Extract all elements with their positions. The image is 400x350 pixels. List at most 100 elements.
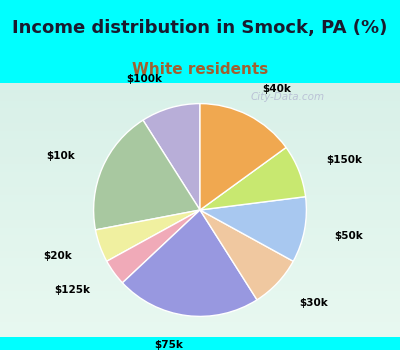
Bar	[0, 88, 400, 90]
Bar	[0, 236, 400, 238]
Bar	[0, 162, 400, 164]
Bar	[0, 248, 400, 251]
Text: $20k: $20k	[43, 251, 72, 261]
Bar	[0, 233, 400, 236]
Bar	[0, 83, 400, 85]
Bar	[0, 180, 400, 182]
Bar	[0, 128, 400, 131]
Bar	[0, 152, 400, 154]
Bar	[0, 144, 400, 146]
Text: $150k: $150k	[327, 155, 363, 165]
Bar	[0, 98, 400, 100]
Bar	[0, 167, 400, 169]
Wedge shape	[200, 104, 286, 210]
Bar	[0, 184, 400, 187]
Bar	[0, 169, 400, 172]
Bar	[0, 136, 400, 139]
Text: Income distribution in Smock, PA (%): Income distribution in Smock, PA (%)	[12, 19, 388, 37]
Wedge shape	[96, 210, 200, 261]
Bar	[0, 230, 400, 233]
Text: $10k: $10k	[46, 151, 75, 161]
Bar	[0, 210, 400, 212]
Bar	[0, 330, 400, 332]
Bar	[0, 327, 400, 330]
Bar	[0, 190, 400, 192]
Bar	[0, 195, 400, 197]
Bar	[0, 274, 400, 276]
Bar	[0, 202, 400, 205]
Bar	[0, 261, 400, 264]
Bar	[0, 182, 400, 184]
Bar	[0, 256, 400, 258]
Wedge shape	[200, 210, 293, 300]
Bar	[0, 200, 400, 202]
Bar	[0, 281, 400, 284]
Bar	[0, 314, 400, 317]
Bar	[0, 159, 400, 162]
Bar	[0, 240, 400, 243]
Bar	[0, 139, 400, 141]
Bar	[0, 335, 400, 337]
Bar	[0, 225, 400, 228]
Bar	[0, 177, 400, 180]
Bar	[0, 215, 400, 218]
Wedge shape	[122, 210, 257, 316]
Bar	[0, 164, 400, 167]
Bar	[0, 212, 400, 215]
Bar	[0, 243, 400, 246]
Text: White residents: White residents	[132, 62, 268, 77]
Bar	[0, 106, 400, 108]
Bar	[0, 208, 400, 210]
Bar	[0, 218, 400, 220]
Bar	[0, 220, 400, 223]
Bar	[0, 284, 400, 286]
Bar	[0, 268, 400, 271]
Bar	[0, 279, 400, 281]
Wedge shape	[200, 197, 306, 261]
Wedge shape	[94, 120, 200, 230]
Bar	[0, 100, 400, 103]
Bar	[0, 93, 400, 96]
Wedge shape	[200, 147, 306, 210]
Bar	[0, 134, 400, 136]
Bar	[0, 332, 400, 335]
Bar	[0, 258, 400, 261]
Bar	[0, 223, 400, 225]
Bar	[0, 111, 400, 113]
Bar	[0, 271, 400, 274]
Bar	[0, 197, 400, 200]
Bar	[0, 205, 400, 208]
Bar	[0, 246, 400, 248]
Bar	[0, 228, 400, 230]
Text: $40k: $40k	[262, 84, 291, 94]
Bar	[0, 320, 400, 322]
Text: $75k: $75k	[154, 340, 183, 350]
Bar	[0, 103, 400, 106]
Bar	[0, 266, 400, 268]
Text: $50k: $50k	[334, 231, 362, 240]
Bar	[0, 116, 400, 118]
Bar	[0, 289, 400, 292]
Bar	[0, 304, 400, 307]
Bar	[0, 296, 400, 299]
Bar	[0, 113, 400, 116]
Text: $100k: $100k	[126, 74, 162, 84]
Bar	[0, 317, 400, 320]
Bar	[0, 294, 400, 296]
Bar	[0, 264, 400, 266]
Bar	[0, 238, 400, 240]
Bar	[0, 251, 400, 253]
Bar	[0, 174, 400, 177]
Bar	[0, 292, 400, 294]
Wedge shape	[143, 104, 200, 210]
Bar	[0, 96, 400, 98]
Wedge shape	[107, 210, 200, 283]
Bar	[0, 149, 400, 152]
Bar	[0, 156, 400, 159]
Bar	[0, 118, 400, 121]
Bar	[0, 146, 400, 149]
Bar	[0, 307, 400, 309]
Bar	[0, 126, 400, 128]
Bar	[0, 124, 400, 126]
Bar	[0, 131, 400, 134]
